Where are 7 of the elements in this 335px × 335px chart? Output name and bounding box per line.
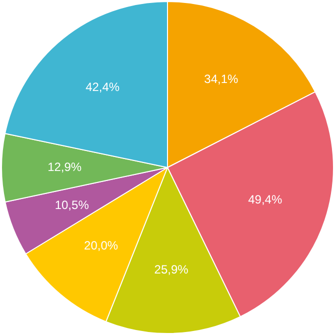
data-label: 25,9% (154, 262, 189, 277)
data-label: 34,1% (204, 72, 239, 86)
data-label: 10,5% (54, 198, 90, 212)
data-label: 42,4% (86, 80, 120, 94)
data-label: 12,9% (48, 160, 82, 174)
data-label: 20,0% (84, 238, 118, 252)
data-label: 49,4% (248, 192, 282, 206)
